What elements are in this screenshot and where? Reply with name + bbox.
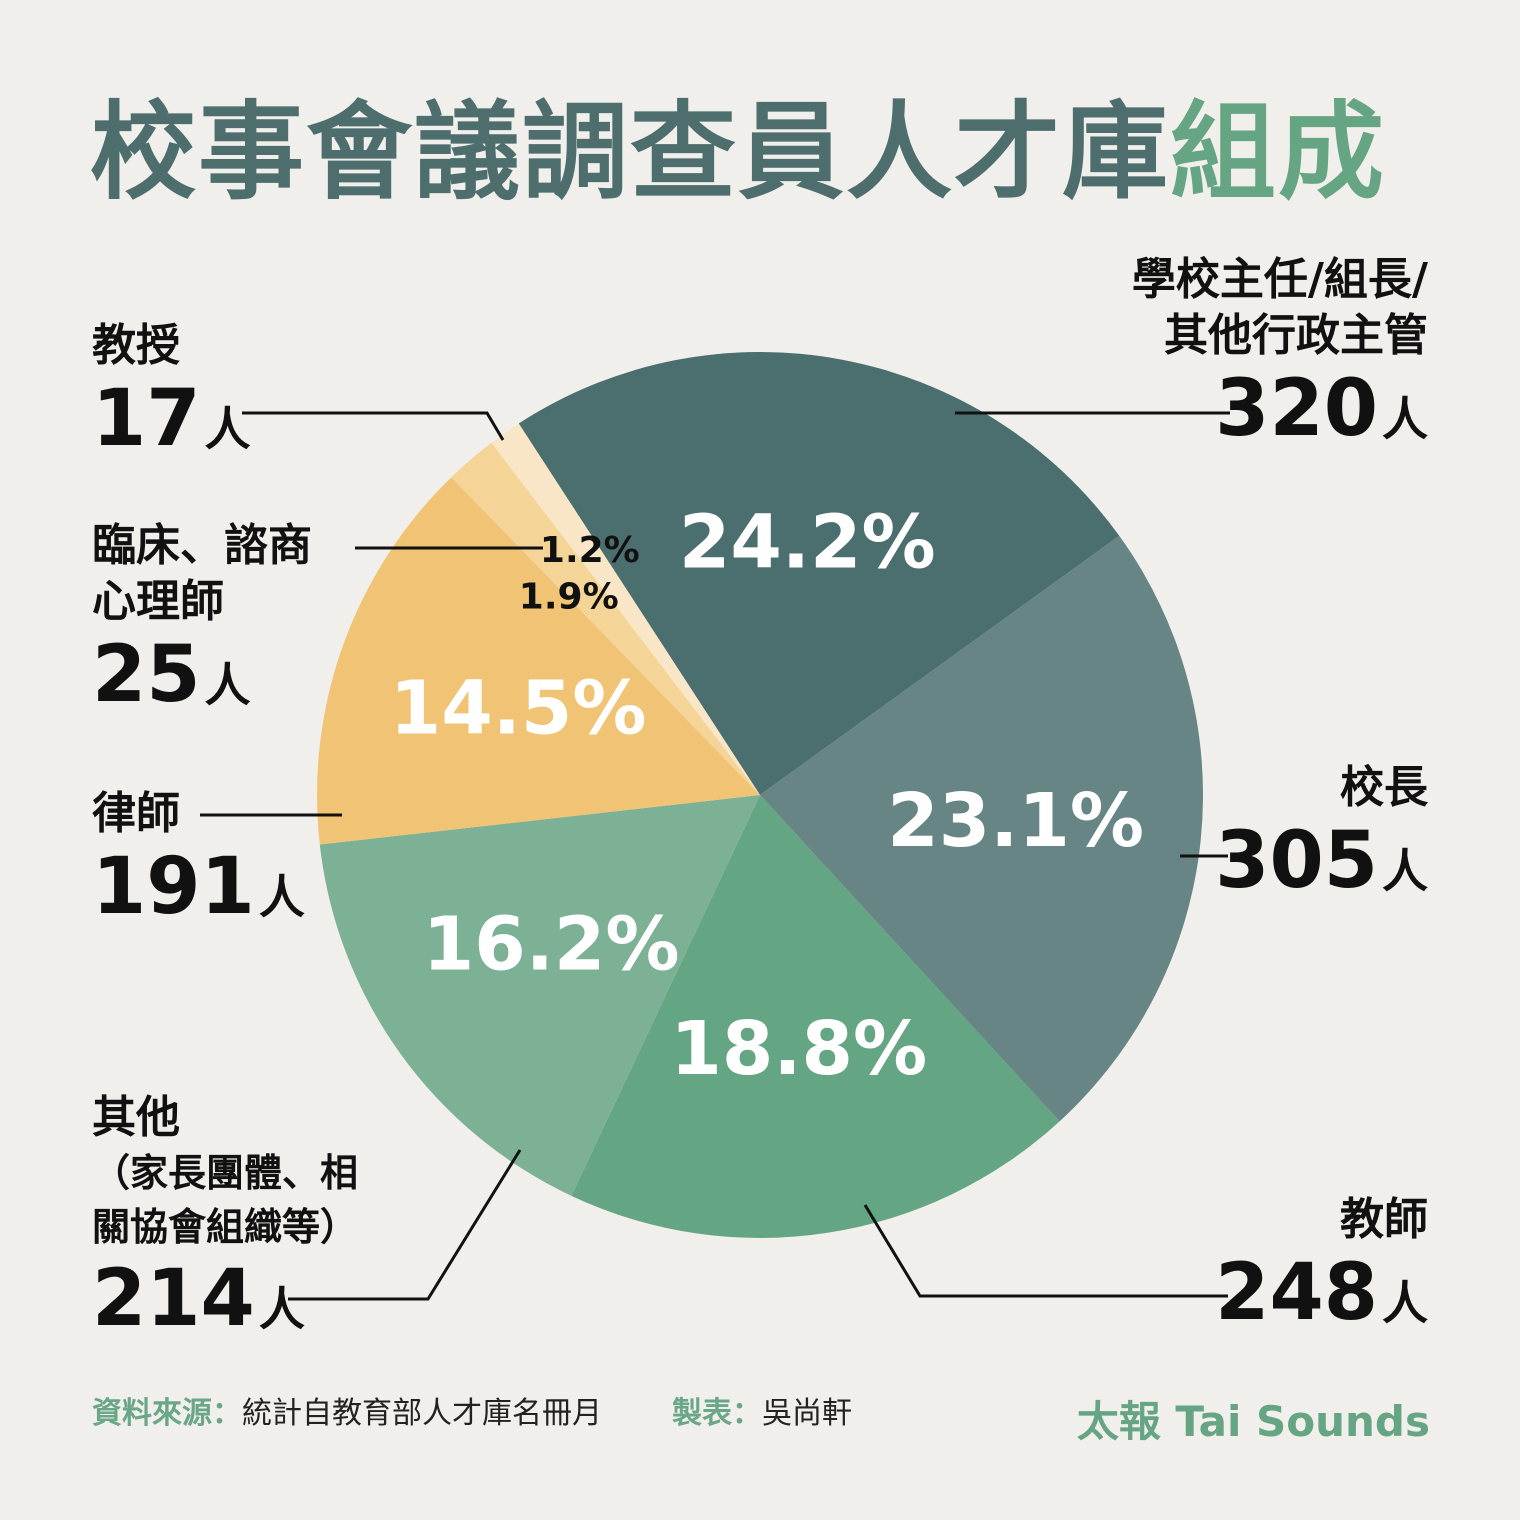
title-accent: 組成	[1170, 91, 1386, 214]
maker-note: 製表：吳尚軒	[672, 1394, 852, 1434]
source-value: 統計自教育部人才庫名冊月	[242, 1396, 602, 1431]
pie-slice-teacher	[571, 795, 1060, 1238]
pct-label-admin: 24.2%	[679, 499, 936, 585]
pie-slices	[316, 351, 1203, 1238]
label-teacher-line1: 教師	[1340, 1194, 1428, 1245]
leader-line-teacher	[863, 1204, 1228, 1298]
maker-value: 吳尚軒	[762, 1396, 852, 1431]
source-label: 資料來源：	[92, 1396, 242, 1431]
maker-label: 製表：	[672, 1396, 762, 1431]
label-lawyer-count: 191人	[92, 842, 305, 942]
label-lawyer: 律師 191人	[92, 786, 305, 942]
pie-slice-other	[319, 795, 760, 1196]
pie-slice-psych	[451, 442, 760, 795]
label-admin-count: 320人	[1132, 364, 1428, 464]
label-other-count: 214人	[92, 1254, 358, 1354]
unit-psych: 人	[204, 658, 251, 712]
title-main: 校事會議調查員人才庫	[90, 91, 1170, 214]
pct-label-psych: 1.9%	[519, 576, 619, 617]
chart-title: 校事會議調查員人才庫組成	[90, 78, 1440, 228]
unit-principal: 人	[1382, 844, 1428, 898]
label-other: 其他 （家長團體、相 關協會組織等） 214人	[92, 1090, 358, 1354]
label-psych: 臨床、諮商 心理師 25人	[92, 518, 312, 730]
label-psych-count: 25人	[92, 630, 312, 730]
unit-other: 人	[258, 1282, 305, 1336]
unit-teacher: 人	[1382, 1276, 1428, 1330]
label-teacher-count: 248人	[1215, 1248, 1428, 1348]
label-psych-line1: 臨床、諮商	[92, 520, 312, 571]
label-admin-line2: 其他行政主管	[1164, 310, 1428, 361]
label-teacher: 教師 248人	[1215, 1192, 1428, 1348]
pie-slice-professor	[491, 423, 760, 795]
unit-professor: 人	[204, 402, 251, 456]
label-professor: 教授 17人	[92, 318, 251, 474]
label-principal-line1: 校長	[1340, 762, 1428, 813]
label-professor-line1: 教授	[92, 320, 180, 371]
label-psych-line2: 心理師	[92, 576, 224, 627]
pct-label-other: 16.2%	[423, 902, 680, 988]
label-other-line1: 其他	[92, 1092, 180, 1143]
count-teacher: 248	[1215, 1248, 1378, 1338]
label-principal: 校長 305人	[1215, 760, 1428, 916]
label-other-line2: （家長團體、相	[92, 1151, 359, 1195]
count-other: 214	[92, 1254, 255, 1344]
count-lawyer: 191	[92, 842, 255, 932]
label-admin: 學校主任/組長/ 其他行政主管 320人	[1132, 252, 1428, 464]
count-admin: 320	[1215, 364, 1378, 454]
brand-logo-text: 太報 Tai Sounds	[1076, 1397, 1430, 1446]
unit-admin: 人	[1382, 392, 1428, 446]
source-note: 資料來源：統計自教育部人才庫名冊月	[92, 1394, 602, 1434]
label-other-line3: 關協會組織等）	[92, 1205, 359, 1249]
count-psych: 25	[92, 630, 201, 720]
unit-lawyer: 人	[258, 870, 305, 924]
pct-label-lawyer: 14.5%	[390, 665, 647, 751]
label-principal-count: 305人	[1215, 816, 1428, 916]
pie-slice-lawyer	[316, 477, 760, 845]
percentage-labels: 24.2% 23.1% 18.8% 16.2% 14.5% 1.9% 1.2%	[390, 499, 1144, 1092]
label-lawyer-line1: 律師	[92, 788, 180, 839]
count-principal: 305	[1215, 816, 1378, 906]
leader-line-other	[288, 1149, 522, 1301]
pct-label-professor: 1.2%	[540, 530, 640, 571]
pct-label-principal: 23.1%	[887, 778, 1144, 864]
label-professor-count: 17人	[92, 374, 251, 474]
leader-lines	[200, 411, 1230, 1301]
pie-slice-principal	[760, 535, 1203, 1122]
count-professor: 17	[92, 374, 201, 464]
label-admin-line1: 學校主任/組長/	[1131, 254, 1428, 305]
pct-label-teacher: 18.8%	[670, 1006, 927, 1092]
pie-slice-admin	[518, 351, 1120, 795]
leader-line-professor	[242, 411, 505, 441]
